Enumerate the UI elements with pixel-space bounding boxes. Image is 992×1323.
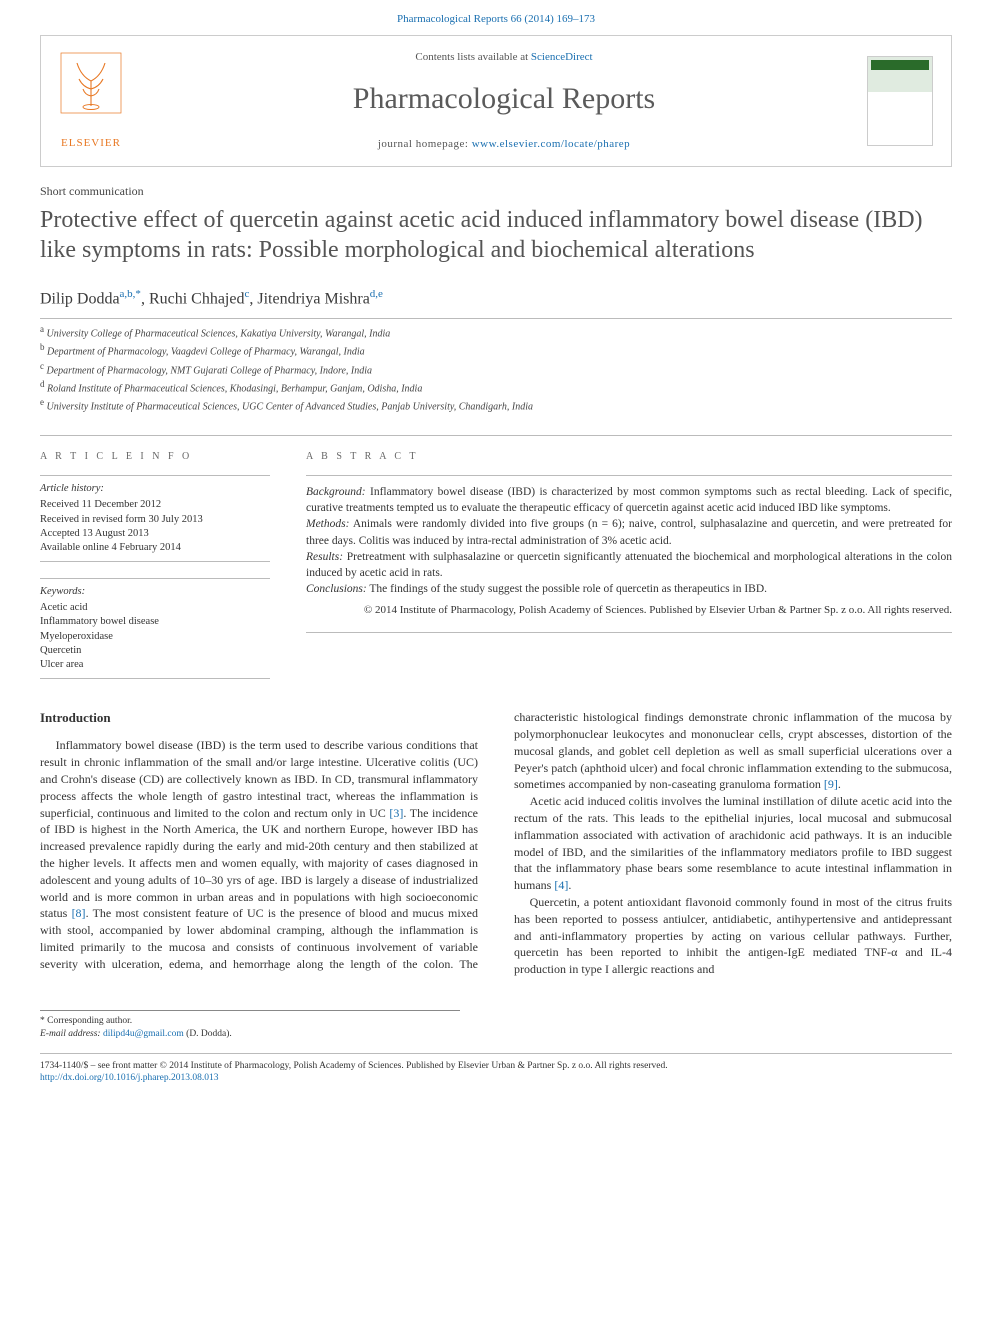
elsevier-tree-icon bbox=[59, 51, 123, 129]
authors-list: Dilip Doddaa,b,*, Ruchi Chhajedc, Jitend… bbox=[40, 287, 952, 319]
corresponding-author: * Corresponding author. E-mail address: … bbox=[40, 1010, 460, 1041]
page-footer: 1734-1140/$ – see front matter © 2014 In… bbox=[40, 1053, 952, 1086]
affiliations: a University College of Pharmaceutical S… bbox=[40, 323, 952, 415]
keyword: Ulcer area bbox=[40, 658, 270, 672]
article-info-column: A R T I C L E I N F O Article history: R… bbox=[40, 450, 270, 679]
sciencedirect-link[interactable]: ScienceDirect bbox=[531, 51, 593, 63]
article-title: Protective effect of quercetin against a… bbox=[40, 205, 952, 265]
elsevier-wordmark: ELSEVIER bbox=[59, 136, 123, 151]
elsevier-logo: ELSEVIER bbox=[59, 51, 123, 150]
author: Dilip Dodda bbox=[40, 291, 120, 308]
article-info-header: A R T I C L E I N F O bbox=[40, 450, 270, 464]
running-head: Pharmacological Reports 66 (2014) 169–17… bbox=[0, 0, 992, 35]
journal-homepage: journal homepage: www.elsevier.com/locat… bbox=[141, 137, 867, 152]
masthead-center: Contents lists available at ScienceDirec… bbox=[141, 50, 867, 152]
abstract-column: A B S T R A C T Background: Inflammatory… bbox=[306, 450, 952, 679]
corresponding-email-link[interactable]: dilipd4u@gmail.com bbox=[103, 1029, 184, 1039]
journal-name: Pharmacological Reports bbox=[141, 79, 867, 120]
abstract-header: A B S T R A C T bbox=[306, 450, 952, 464]
keyword: Acetic acid bbox=[40, 601, 270, 615]
contents-available: Contents lists available at ScienceDirec… bbox=[141, 50, 867, 65]
keywords-block: Keywords: Acetic acid Inflammatory bowel… bbox=[40, 578, 270, 679]
issn-copyright: 1734-1140/$ – see front matter © 2014 In… bbox=[40, 1060, 952, 1073]
info-abstract-row: A R T I C L E I N F O Article history: R… bbox=[40, 435, 952, 679]
journal-masthead: ELSEVIER Contents lists available at Sci… bbox=[40, 35, 952, 167]
introduction-section: Introduction Inflammatory bowel disease … bbox=[40, 709, 952, 978]
author: Ruchi Chhajed bbox=[149, 291, 245, 308]
body-paragraph: Acetic acid induced colitis involves the… bbox=[514, 793, 952, 894]
doi-link[interactable]: http://dx.doi.org/10.1016/j.pharep.2013.… bbox=[40, 1073, 218, 1083]
article-history: Article history: Received 11 December 20… bbox=[40, 475, 270, 562]
abstract-body: Background: Inflammatory bowel disease (… bbox=[306, 475, 952, 633]
author: Jitendriya Mishra bbox=[257, 291, 369, 308]
journal-cover-thumbnail bbox=[867, 56, 933, 146]
keyword: Inflammatory bowel disease bbox=[40, 615, 270, 629]
keyword: Myeloperoxidase bbox=[40, 630, 270, 644]
introduction-heading: Introduction bbox=[40, 709, 478, 727]
article-type: Short communication bbox=[40, 183, 952, 199]
abstract-copyright: © 2014 Institute of Pharmacology, Polish… bbox=[306, 603, 952, 618]
citation-link[interactable]: Pharmacological Reports 66 (2014) 169–17… bbox=[397, 13, 595, 25]
body-paragraph: Quercetin, a potent antioxidant flavonoi… bbox=[514, 894, 952, 978]
keyword: Quercetin bbox=[40, 644, 270, 658]
homepage-link[interactable]: www.elsevier.com/locate/pharep bbox=[472, 138, 630, 150]
